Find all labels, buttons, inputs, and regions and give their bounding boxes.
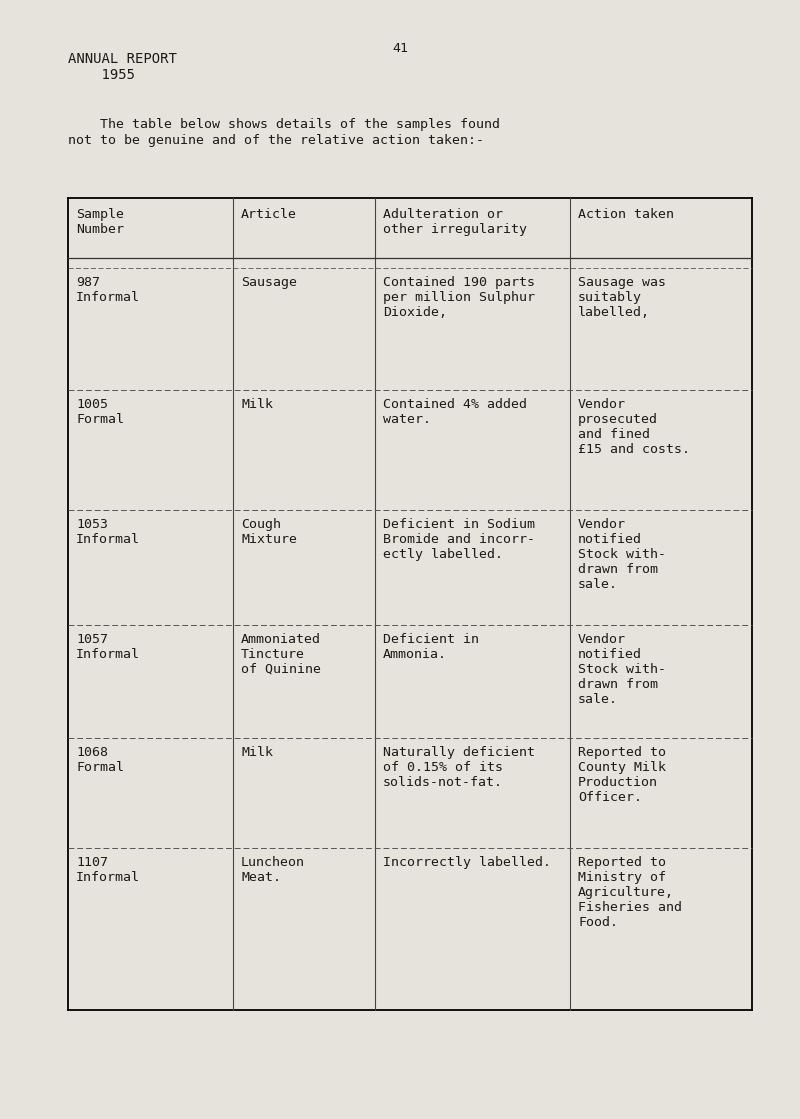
Text: Contained 190 parts: Contained 190 parts: [383, 276, 535, 289]
Text: Stock with-: Stock with-: [578, 548, 666, 561]
Text: Informal: Informal: [76, 291, 140, 304]
Text: labelled,: labelled,: [578, 305, 650, 319]
Text: Incorrectly labelled.: Incorrectly labelled.: [383, 856, 551, 869]
Text: Formal: Formal: [76, 413, 124, 426]
Text: not to be genuine and of the relative action taken:-: not to be genuine and of the relative ac…: [68, 134, 484, 147]
Text: Informal: Informal: [76, 871, 140, 884]
Text: Dioxide,: Dioxide,: [383, 305, 447, 319]
Text: other irregularity: other irregularity: [383, 223, 527, 236]
Text: £15 and costs.: £15 and costs.: [578, 443, 690, 457]
Text: solids-not-fat.: solids-not-fat.: [383, 775, 503, 789]
Text: suitably: suitably: [578, 291, 642, 304]
Text: 1107: 1107: [76, 856, 108, 869]
Text: 1955: 1955: [68, 68, 135, 82]
Text: Contained 4% added: Contained 4% added: [383, 398, 527, 411]
Text: Milk: Milk: [241, 398, 273, 411]
Text: Adulteration or: Adulteration or: [383, 208, 503, 220]
Text: Naturally deficient: Naturally deficient: [383, 746, 535, 759]
Text: The table below shows details of the samples found: The table below shows details of the sam…: [68, 117, 500, 131]
Text: Production: Production: [578, 775, 658, 789]
Text: 1005: 1005: [76, 398, 108, 411]
Text: sale.: sale.: [578, 579, 618, 591]
Text: Informal: Informal: [76, 648, 140, 661]
Text: water.: water.: [383, 413, 431, 426]
Text: Formal: Formal: [76, 761, 124, 774]
Text: 1057: 1057: [76, 633, 108, 646]
Text: County Milk: County Milk: [578, 761, 666, 774]
Text: Mixture: Mixture: [241, 533, 297, 546]
Text: 987: 987: [76, 276, 100, 289]
Text: prosecuted: prosecuted: [578, 413, 658, 426]
Text: 41: 41: [392, 43, 408, 55]
Text: Number: Number: [76, 223, 124, 236]
Text: notified: notified: [578, 648, 642, 661]
Text: Ministry of: Ministry of: [578, 871, 666, 884]
Text: Milk: Milk: [241, 746, 273, 759]
Text: Reported to: Reported to: [578, 746, 666, 759]
Text: and fined: and fined: [578, 427, 650, 441]
Text: Sausage: Sausage: [241, 276, 297, 289]
Text: drawn from: drawn from: [578, 678, 658, 692]
Text: Informal: Informal: [76, 533, 140, 546]
Text: per million Sulphur: per million Sulphur: [383, 291, 535, 304]
Text: ectly labelled.: ectly labelled.: [383, 548, 503, 561]
Text: Tincture: Tincture: [241, 648, 305, 661]
Text: Vendor: Vendor: [578, 398, 626, 411]
Text: Action taken: Action taken: [578, 208, 674, 220]
Text: Vendor: Vendor: [578, 518, 626, 532]
Text: Fisheries and: Fisheries and: [578, 901, 682, 914]
Text: drawn from: drawn from: [578, 563, 658, 576]
Text: ANNUAL REPORT: ANNUAL REPORT: [68, 51, 177, 66]
Text: Sausage was: Sausage was: [578, 276, 666, 289]
Text: Vendor: Vendor: [578, 633, 626, 646]
Text: Sample: Sample: [76, 208, 124, 220]
Text: of 0.15% of its: of 0.15% of its: [383, 761, 503, 774]
Text: of Quinine: of Quinine: [241, 662, 321, 676]
Text: Article: Article: [241, 208, 297, 220]
Text: Meat.: Meat.: [241, 871, 281, 884]
Text: Agriculture,: Agriculture,: [578, 886, 674, 899]
Text: sale.: sale.: [578, 693, 618, 706]
Text: Deficient in: Deficient in: [383, 633, 479, 646]
Text: Ammoniated: Ammoniated: [241, 633, 321, 646]
Text: Stock with-: Stock with-: [578, 662, 666, 676]
Text: Ammonia.: Ammonia.: [383, 648, 447, 661]
Text: Deficient in Sodium: Deficient in Sodium: [383, 518, 535, 532]
Text: Luncheon: Luncheon: [241, 856, 305, 869]
Text: notified: notified: [578, 533, 642, 546]
Text: Food.: Food.: [578, 916, 618, 929]
Text: Officer.: Officer.: [578, 791, 642, 803]
Text: 1068: 1068: [76, 746, 108, 759]
Text: 1053: 1053: [76, 518, 108, 532]
Text: Reported to: Reported to: [578, 856, 666, 869]
Text: Cough: Cough: [241, 518, 281, 532]
Text: Bromide and incorr-: Bromide and incorr-: [383, 533, 535, 546]
